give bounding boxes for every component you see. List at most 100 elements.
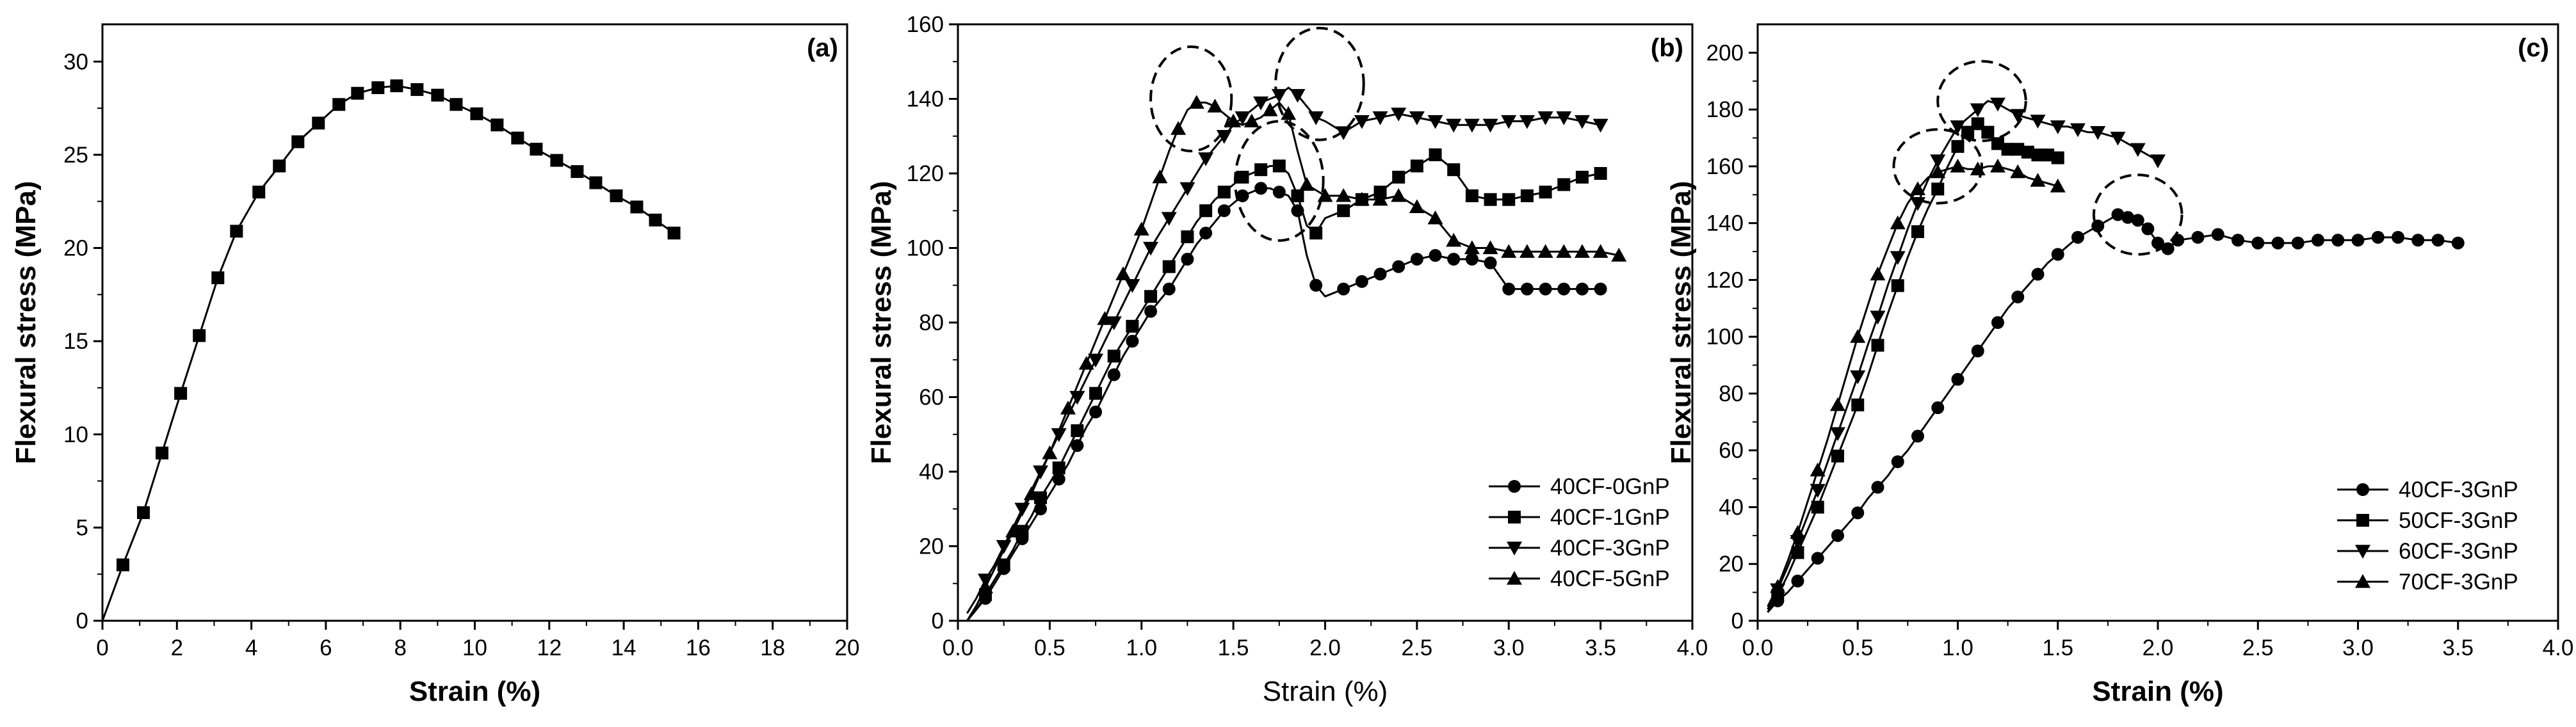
y-tick-label: 160 <box>907 12 944 37</box>
data-point <box>2431 234 2445 247</box>
data-point <box>1253 96 1269 111</box>
x-tick-label: 18 <box>760 635 785 660</box>
data-point <box>1446 232 1462 247</box>
dashed-circle-annotation <box>1149 45 1233 153</box>
y-tick-label: 60 <box>1719 438 1744 463</box>
data-point <box>230 225 243 238</box>
data-point <box>1950 120 1966 134</box>
data-point <box>1071 439 1084 452</box>
data-point <box>116 558 129 571</box>
data-point <box>1931 401 1945 415</box>
x-tick-label: 1.5 <box>1218 635 1249 660</box>
x-tick-label: 8 <box>394 635 406 660</box>
data-point <box>1144 305 1158 318</box>
data-point <box>2091 220 2105 233</box>
data-point <box>450 98 463 111</box>
data-point <box>1078 356 1094 370</box>
data-point <box>1107 368 1121 381</box>
data-point <box>2312 234 2324 247</box>
data-point <box>1520 282 1534 296</box>
data-point <box>1060 400 1076 415</box>
data-point <box>2251 236 2265 250</box>
data-point <box>1152 169 1168 184</box>
data-point <box>1124 279 1140 293</box>
data-point <box>1089 405 1103 419</box>
x-tick-label: 1.5 <box>2042 635 2073 660</box>
data-point <box>2191 230 2205 244</box>
y-tick-label: 80 <box>1719 381 1744 406</box>
data-point <box>1427 115 1443 129</box>
data-point <box>1850 370 1866 385</box>
data-point <box>1337 204 1350 218</box>
dashed-circle-annotation <box>1892 128 1983 205</box>
data-point <box>1447 163 1461 177</box>
data-point <box>2070 123 2086 138</box>
data-point <box>1830 397 1845 411</box>
data-point <box>1355 275 1368 288</box>
data-point <box>1502 282 1516 296</box>
x-tick-label: 3.5 <box>2442 635 2474 660</box>
data-point <box>1611 248 1627 262</box>
data-point <box>1427 210 1443 225</box>
data-point <box>1005 523 1021 538</box>
data-point <box>1171 121 1187 135</box>
y-tick-label: 25 <box>63 143 88 168</box>
data-point <box>2110 131 2126 146</box>
panel-label: (c) <box>2518 34 2549 62</box>
data-point <box>1410 159 1423 173</box>
data-point <box>1290 89 1306 103</box>
data-point <box>1971 117 1984 131</box>
x-axis-title: Strain (%) <box>409 676 540 707</box>
data-point <box>1850 329 1866 343</box>
data-point <box>312 116 325 130</box>
data-point <box>1354 115 1370 129</box>
legend-marker <box>1507 571 1522 585</box>
data-point <box>211 271 225 285</box>
x-tick-label: 4 <box>245 635 257 660</box>
data-point <box>390 79 403 93</box>
data-point <box>1990 158 2005 173</box>
legend-entry: 40CF-3GnP <box>1550 536 1670 561</box>
data-point <box>1871 339 1884 352</box>
data-point <box>1482 118 1498 133</box>
data-point <box>2111 208 2125 221</box>
data-point <box>2051 248 2064 261</box>
data-point <box>1181 230 1194 244</box>
data-point <box>470 107 483 120</box>
data-point <box>1890 251 1906 265</box>
data-point <box>978 579 994 594</box>
panel-a: 0 2 4 6 8 10 12 14 16 18 20 0 5 10 15 20 25 30 Strain (%) F… <box>10 23 860 707</box>
data-point <box>1851 398 1865 411</box>
data-point <box>1930 154 1946 169</box>
data-point <box>1811 500 1824 514</box>
legend: 40CF-0GnP 40CF-1GnP 40CF-3GnP 40CF-5GnP <box>1489 474 1670 591</box>
data-point <box>2001 143 2014 156</box>
x-tick-label: 2.0 <box>1309 635 1341 660</box>
legend-marker <box>1508 480 1521 493</box>
data-point <box>1226 113 1242 128</box>
data-point <box>2071 230 2084 244</box>
data-point <box>589 176 603 189</box>
data-point <box>1071 424 1084 437</box>
legend-marker <box>2355 574 2370 588</box>
dashed-circle-annotation <box>1936 60 2027 142</box>
data-point <box>1236 170 1249 184</box>
legend-entry: 40CF-1GnP <box>1550 505 1670 530</box>
data-point <box>1851 506 1865 520</box>
x-tick-label: 2.5 <box>1402 635 1433 660</box>
data-point <box>1557 178 1571 191</box>
data-point <box>997 558 1010 571</box>
x-tick-label: 0.5 <box>1842 635 1874 660</box>
data-point <box>1482 240 1498 255</box>
data-point <box>1870 310 1886 325</box>
x-tick-label: 0.5 <box>1034 635 1065 660</box>
panel-b: 0.0 0.5 1.0 1.5 2.0 2.5 3.0 3.5 4.0 0 20 40 60 80 100 1… <box>866 12 1708 707</box>
data-point <box>2151 236 2164 250</box>
data-point <box>1354 191 1370 206</box>
data-point <box>1088 353 1104 368</box>
x-tick-label: 20 <box>835 635 860 660</box>
data-point <box>1557 282 1571 296</box>
data-point <box>1501 244 1517 258</box>
data-point <box>332 98 346 111</box>
